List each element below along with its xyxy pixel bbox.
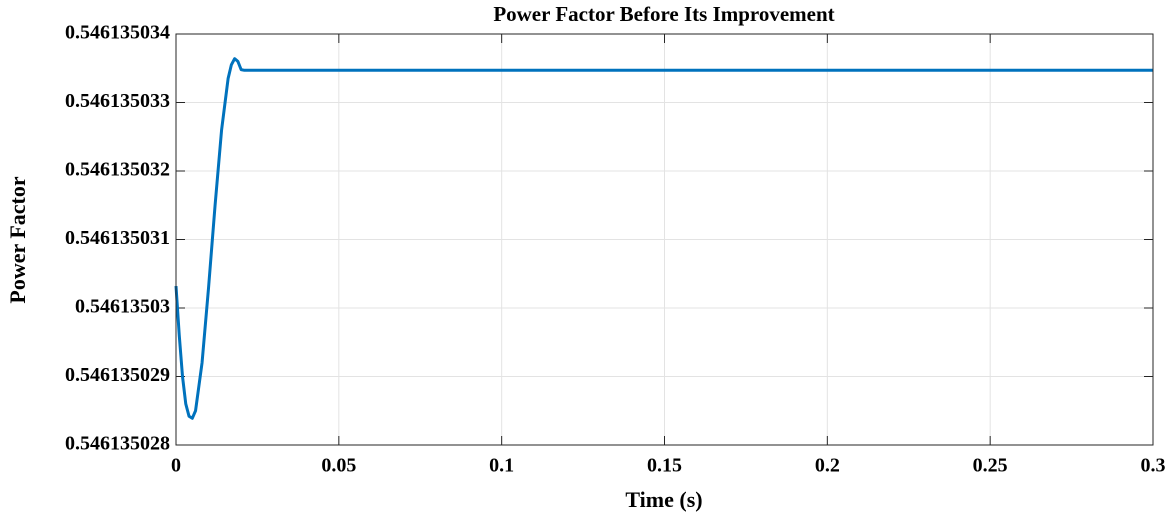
y-tick-label: 0.54613503 (75, 296, 170, 318)
x-axis-label: Time (s) (625, 487, 702, 512)
x-tick-label: 0.1 (489, 455, 514, 477)
y-tick-label: 0.546135032 (65, 159, 170, 181)
y-tick-label: 0.546135028 (65, 433, 170, 455)
x-tick-label: 0.25 (973, 455, 1008, 477)
x-tick-label: 0.2 (815, 455, 840, 477)
y-tick-label: 0.546135033 (65, 90, 170, 112)
y-tick-label: 0.546135034 (65, 22, 170, 44)
chart-title: Power Factor Before Its Improvement (493, 2, 834, 26)
y-tick-label: 0.546135031 (65, 227, 170, 249)
y-tick-label: 0.546135029 (65, 364, 170, 386)
x-tick-label: 0.15 (647, 455, 682, 477)
x-tick-label: 0 (171, 455, 181, 477)
x-tick-label: 0.3 (1141, 455, 1166, 477)
plot-frame (175, 33, 1154, 446)
x-tick-label: 0.05 (321, 455, 356, 477)
y-axis-label: Power Factor (5, 176, 30, 303)
data-line (174, 57, 1153, 420)
